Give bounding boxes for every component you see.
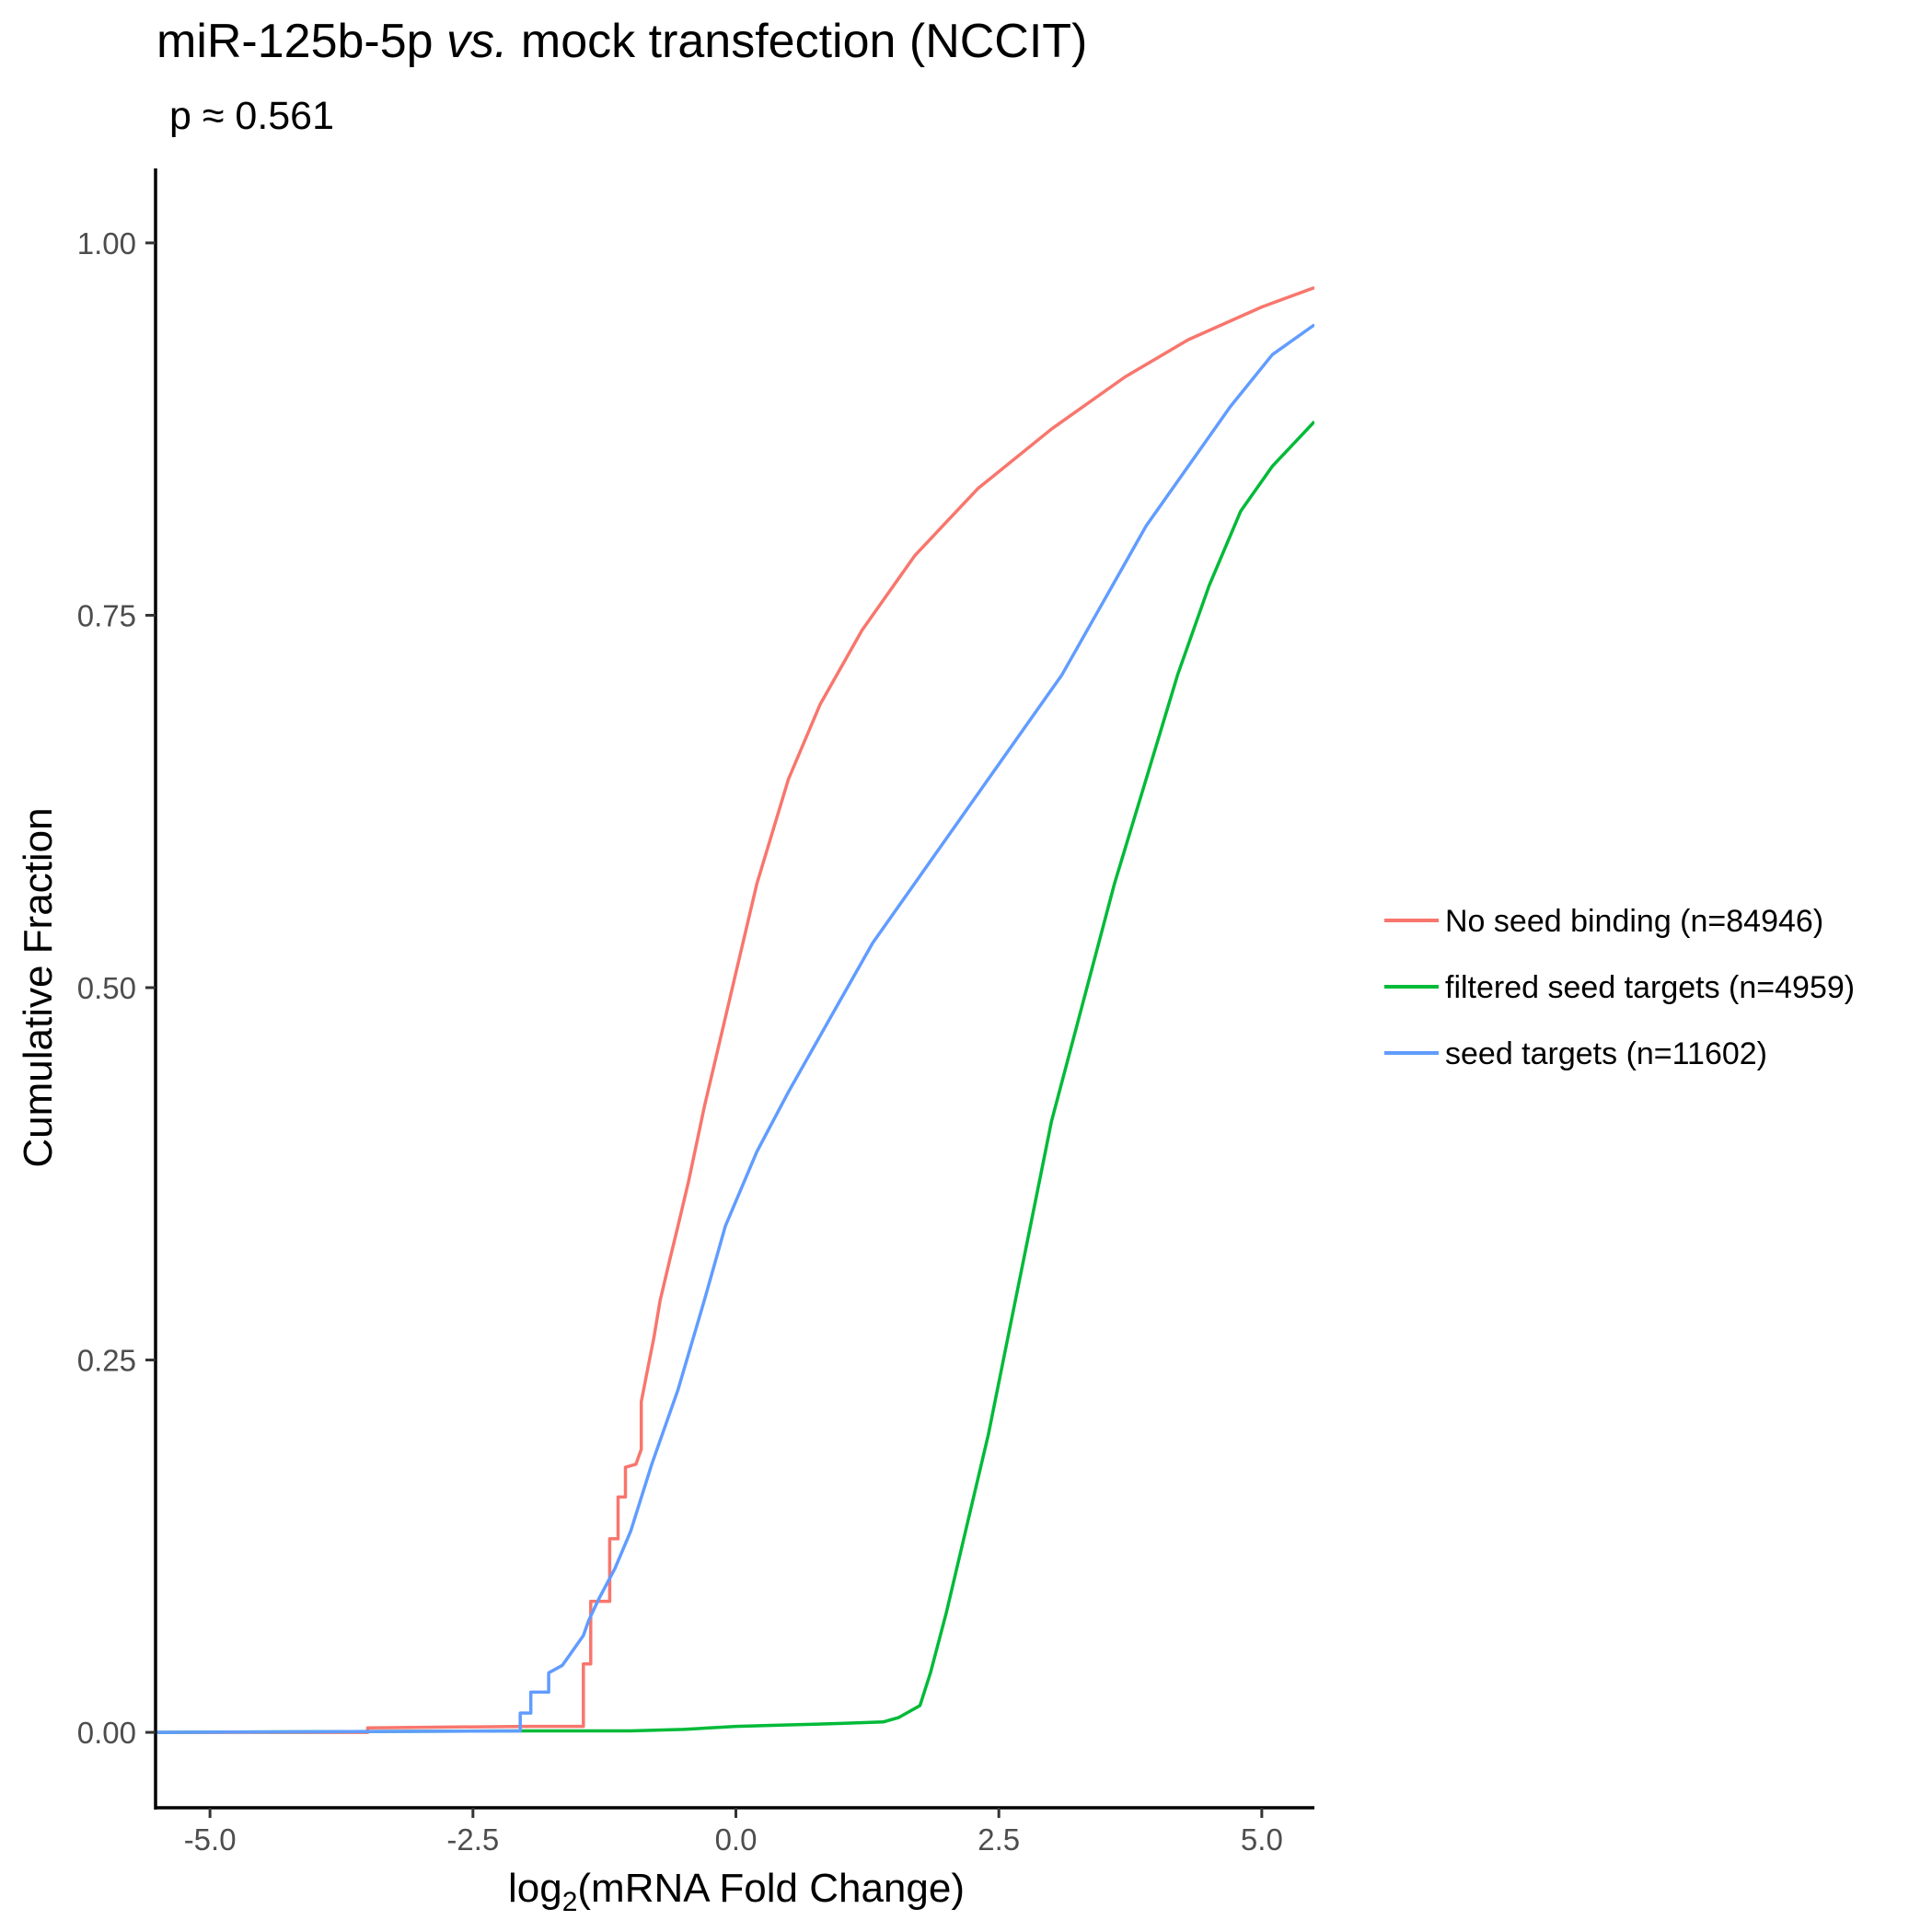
x-tick-label: -2.5 [446, 1822, 499, 1857]
plot-area: 0.00 0.25 0.50 0.75 1.00 -5.0 -2.5 0.0 2.5 5.0 [77, 168, 1314, 1857]
y-tick-label: 0.50 [77, 971, 136, 1005]
y-axis-title: Cumulative Fraction [16, 807, 61, 1167]
x-tick-label: 5.0 [1241, 1822, 1283, 1857]
chart-subtitle: p ≈ 0.561 [169, 94, 334, 138]
y-tick-label: 0.75 [77, 598, 136, 632]
series-line-1 [157, 285, 1314, 1734]
x-tick-label: 0.0 [715, 1822, 758, 1857]
x-tick-label: -5.0 [184, 1822, 237, 1857]
series-line-2 [157, 420, 1314, 1734]
x-ticks: -5.0 -2.5 0.0 2.5 5.0 [184, 1808, 1283, 1857]
y-tick-label: 1.00 [77, 226, 136, 260]
legend-label-1: No seed binding (n=84946) [1445, 904, 1823, 939]
series-line-3 [157, 323, 1314, 1734]
y-tick-label: 0.00 [77, 1716, 136, 1750]
y-ticks: 0.00 0.25 0.50 0.75 1.00 [77, 226, 156, 1750]
y-tick-label: 0.25 [77, 1344, 136, 1378]
series-layer [157, 285, 1314, 1734]
legend: No seed binding (n=84946) filtered seed t… [1384, 904, 1855, 1071]
x-tick-label: 2.5 [978, 1822, 1020, 1857]
legend-label-2: filtered seed targets (n=4959) [1445, 970, 1855, 1005]
x-axis-title: log2(mRNA Fold Change) [508, 1866, 965, 1917]
legend-label-3: seed targets (n=11602) [1445, 1036, 1767, 1071]
chart-title: miR-125b-5p vs. mock transfection (NCCIT… [156, 15, 1087, 68]
